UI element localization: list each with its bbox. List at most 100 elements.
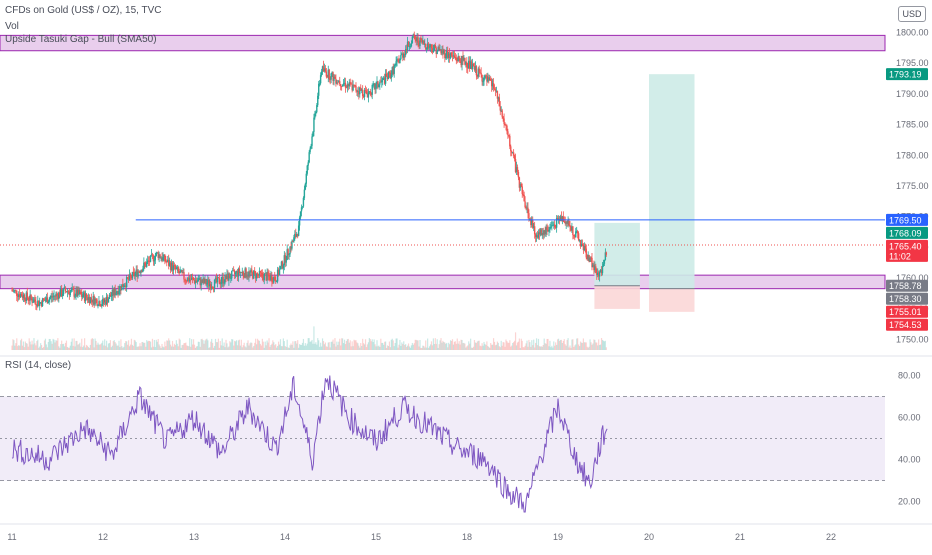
candle-body bbox=[146, 260, 149, 263]
candle-body bbox=[560, 216, 563, 221]
candle-body bbox=[383, 77, 386, 84]
volume-bar bbox=[485, 345, 487, 350]
candle-body bbox=[140, 270, 142, 273]
candle-body bbox=[158, 254, 160, 258]
candle-body bbox=[359, 87, 361, 95]
candle-body bbox=[308, 152, 310, 163]
volume-bar bbox=[361, 345, 363, 350]
candle-body bbox=[372, 84, 374, 86]
candle-body bbox=[43, 299, 46, 301]
volume-bar bbox=[214, 338, 217, 350]
candle-body bbox=[80, 291, 82, 295]
candle-body bbox=[300, 207, 303, 212]
rsi-legend[interactable]: RSI (14, close) bbox=[5, 360, 71, 372]
candle-body bbox=[593, 264, 595, 271]
candle-body bbox=[591, 257, 593, 268]
lines-layer bbox=[0, 219, 885, 246]
volume-bar bbox=[234, 341, 237, 350]
candle-body bbox=[91, 299, 93, 303]
candle-body bbox=[19, 293, 22, 298]
candle-body bbox=[253, 270, 255, 279]
candle-body bbox=[349, 82, 351, 84]
volume-bar bbox=[83, 345, 85, 350]
candle-body bbox=[360, 87, 362, 91]
candle-body bbox=[163, 254, 165, 257]
volume-bar bbox=[341, 338, 343, 350]
candle-body bbox=[125, 277, 128, 287]
candle-body bbox=[149, 255, 152, 262]
volume-bar bbox=[235, 340, 238, 350]
volume-bar bbox=[509, 340, 511, 350]
candle-body bbox=[251, 269, 253, 273]
candle-body bbox=[535, 235, 538, 238]
volume-bar bbox=[471, 347, 474, 350]
volume-bar bbox=[572, 339, 574, 350]
candle-body bbox=[518, 177, 521, 188]
candle-body bbox=[318, 83, 320, 96]
candle-body bbox=[234, 272, 237, 275]
volume-bar bbox=[288, 347, 290, 350]
volume-bar bbox=[11, 345, 13, 350]
rsi-line bbox=[11, 375, 608, 513]
indicator-legend[interactable]: Upside Tasuki Gap - Bull (SMA50) bbox=[5, 34, 157, 46]
volume-bar bbox=[459, 344, 461, 350]
volume-bar bbox=[487, 346, 489, 350]
time-tick-label: 21 bbox=[735, 532, 745, 542]
volume-bar bbox=[339, 338, 341, 350]
candle-body bbox=[602, 263, 605, 266]
volume-bar bbox=[155, 339, 157, 350]
candle-body bbox=[226, 273, 228, 279]
volume-bar bbox=[40, 343, 42, 350]
candle-body bbox=[129, 274, 132, 277]
time-tick-label: 15 bbox=[371, 532, 381, 542]
candle-body bbox=[103, 300, 106, 303]
candle-body bbox=[45, 297, 48, 301]
candle-body bbox=[418, 42, 420, 47]
candle-body bbox=[481, 74, 483, 82]
volume-bar bbox=[269, 346, 271, 350]
candle-body bbox=[221, 276, 223, 282]
symbol-legend[interactable]: CFDs on Gold (US$ / OZ), 15, TVC bbox=[5, 5, 162, 17]
candle-body bbox=[209, 284, 211, 287]
volume-bar bbox=[170, 346, 173, 350]
candle-body bbox=[271, 275, 273, 282]
candle-body bbox=[336, 82, 338, 84]
candle-body bbox=[183, 272, 185, 280]
volume-bar bbox=[14, 345, 16, 350]
candle-body bbox=[529, 218, 531, 220]
volume-bar bbox=[228, 346, 230, 350]
volume-bar bbox=[101, 342, 103, 350]
candle-body bbox=[250, 269, 252, 273]
volume-bar bbox=[117, 345, 119, 350]
candle-body bbox=[339, 81, 341, 85]
candle-body bbox=[293, 237, 295, 242]
candle-body bbox=[514, 159, 517, 172]
volume-bar bbox=[16, 338, 18, 350]
candle-body bbox=[61, 294, 64, 296]
candle-body bbox=[239, 272, 242, 274]
rsi-tick-label: 20.00 bbox=[898, 497, 921, 507]
candle-body bbox=[346, 84, 349, 88]
volume-bar bbox=[494, 345, 497, 350]
candle-body bbox=[367, 92, 370, 98]
price-tag: 1768.09 bbox=[886, 226, 928, 239]
candle-body bbox=[16, 290, 18, 296]
volume-bar bbox=[245, 347, 247, 350]
candle-body bbox=[62, 288, 65, 295]
candle-body bbox=[486, 76, 488, 82]
volume-bar bbox=[89, 344, 91, 350]
volume-bar bbox=[151, 338, 154, 350]
candle-body bbox=[471, 63, 474, 69]
candle-body bbox=[204, 279, 206, 283]
volume-bar bbox=[244, 346, 246, 350]
candle-body bbox=[468, 60, 470, 69]
candle-body bbox=[180, 270, 182, 272]
volume-legend[interactable]: Vol bbox=[5, 21, 19, 33]
candle-body bbox=[202, 278, 204, 283]
volume-bar bbox=[189, 338, 191, 350]
currency-badge[interactable]: USD bbox=[898, 6, 926, 22]
volume-bar bbox=[127, 340, 130, 350]
volume-bar bbox=[593, 339, 595, 350]
